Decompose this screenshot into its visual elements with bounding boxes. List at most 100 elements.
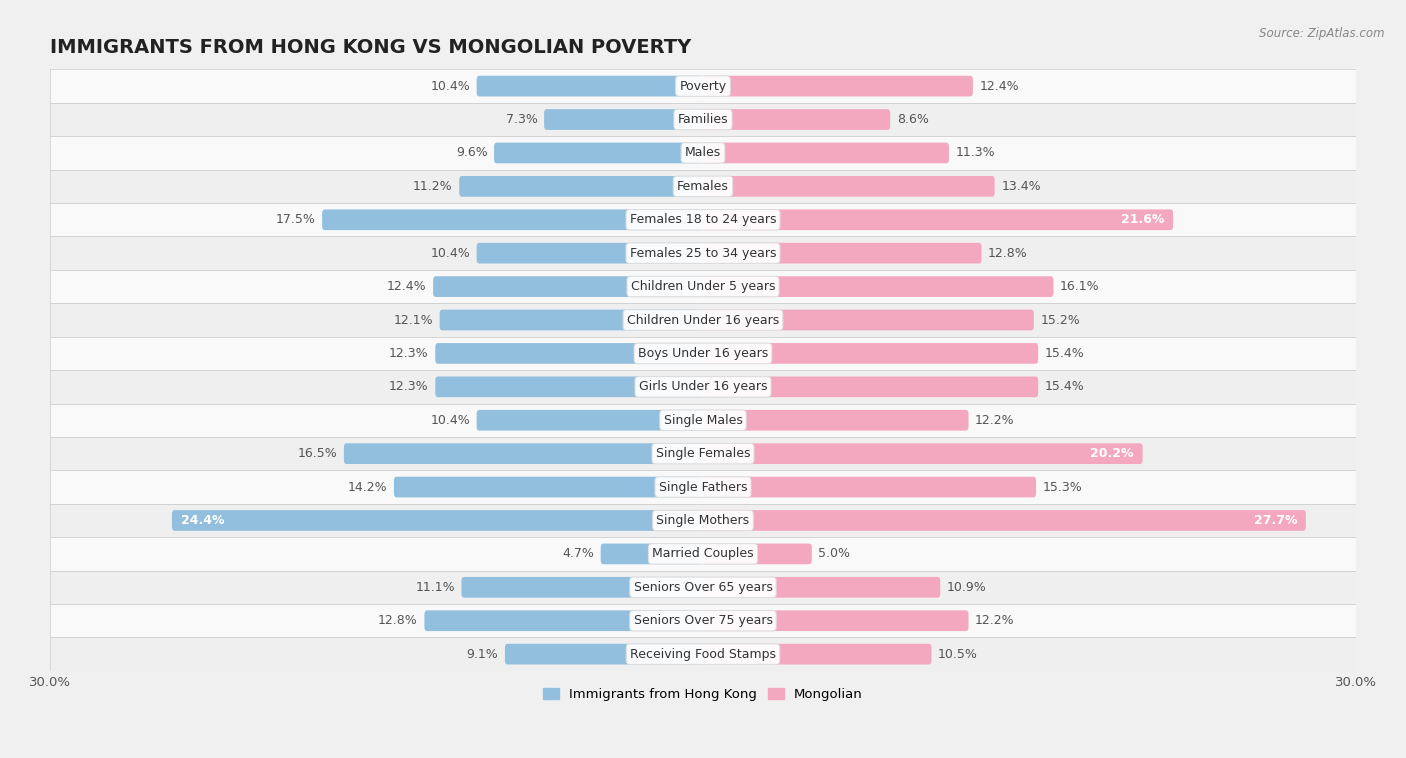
Text: Males: Males	[685, 146, 721, 159]
Text: Single Mothers: Single Mothers	[657, 514, 749, 527]
Text: 16.5%: 16.5%	[298, 447, 337, 460]
Text: Females 25 to 34 years: Females 25 to 34 years	[630, 246, 776, 260]
Text: 12.8%: 12.8%	[988, 246, 1028, 260]
Text: 15.2%: 15.2%	[1040, 314, 1080, 327]
Text: 11.1%: 11.1%	[415, 581, 456, 594]
Text: 15.4%: 15.4%	[1045, 347, 1084, 360]
Text: 16.1%: 16.1%	[1060, 280, 1099, 293]
Text: 9.1%: 9.1%	[467, 647, 498, 661]
Text: Girls Under 16 years: Girls Under 16 years	[638, 381, 768, 393]
FancyBboxPatch shape	[436, 343, 703, 364]
Text: 12.3%: 12.3%	[389, 381, 429, 393]
Text: 4.7%: 4.7%	[562, 547, 595, 560]
FancyBboxPatch shape	[544, 109, 703, 130]
Text: 12.2%: 12.2%	[974, 614, 1015, 627]
Text: Children Under 5 years: Children Under 5 years	[631, 280, 775, 293]
FancyBboxPatch shape	[703, 109, 890, 130]
FancyBboxPatch shape	[477, 76, 703, 96]
FancyBboxPatch shape	[703, 577, 941, 597]
FancyBboxPatch shape	[461, 577, 703, 597]
Text: 11.3%: 11.3%	[956, 146, 995, 159]
FancyBboxPatch shape	[703, 410, 969, 431]
Text: 15.3%: 15.3%	[1042, 481, 1083, 493]
Text: Boys Under 16 years: Boys Under 16 years	[638, 347, 768, 360]
FancyBboxPatch shape	[477, 410, 703, 431]
Bar	[51, 103, 1355, 136]
FancyBboxPatch shape	[703, 343, 1038, 364]
FancyBboxPatch shape	[394, 477, 703, 497]
Text: 12.1%: 12.1%	[394, 314, 433, 327]
Text: 8.6%: 8.6%	[897, 113, 928, 126]
FancyBboxPatch shape	[703, 377, 1038, 397]
Bar	[51, 70, 1355, 103]
Text: 12.8%: 12.8%	[378, 614, 418, 627]
FancyBboxPatch shape	[703, 310, 1033, 330]
Text: Children Under 16 years: Children Under 16 years	[627, 314, 779, 327]
FancyBboxPatch shape	[344, 443, 703, 464]
Text: 7.3%: 7.3%	[506, 113, 537, 126]
FancyBboxPatch shape	[494, 143, 703, 163]
Bar	[51, 236, 1355, 270]
Legend: Immigrants from Hong Kong, Mongolian: Immigrants from Hong Kong, Mongolian	[537, 683, 869, 706]
Text: 10.9%: 10.9%	[946, 581, 987, 594]
FancyBboxPatch shape	[505, 644, 703, 665]
Text: 12.2%: 12.2%	[974, 414, 1015, 427]
Bar	[51, 203, 1355, 236]
FancyBboxPatch shape	[703, 243, 981, 264]
Bar	[51, 370, 1355, 403]
Text: Females 18 to 24 years: Females 18 to 24 years	[630, 213, 776, 227]
FancyBboxPatch shape	[703, 543, 811, 564]
FancyBboxPatch shape	[436, 377, 703, 397]
Text: 12.3%: 12.3%	[389, 347, 429, 360]
Text: Families: Families	[678, 113, 728, 126]
Text: 10.4%: 10.4%	[430, 414, 470, 427]
Bar	[51, 403, 1355, 437]
Text: 11.2%: 11.2%	[413, 180, 453, 193]
FancyBboxPatch shape	[477, 243, 703, 264]
Text: 10.5%: 10.5%	[938, 647, 979, 661]
FancyBboxPatch shape	[703, 76, 973, 96]
Text: 24.4%: 24.4%	[180, 514, 224, 527]
Text: 21.6%: 21.6%	[1121, 213, 1164, 227]
Text: 20.2%: 20.2%	[1091, 447, 1135, 460]
Text: Poverty: Poverty	[679, 80, 727, 92]
Text: Single Fathers: Single Fathers	[659, 481, 747, 493]
Text: Females: Females	[678, 180, 728, 193]
Bar	[51, 170, 1355, 203]
Bar	[51, 504, 1355, 537]
FancyBboxPatch shape	[433, 276, 703, 297]
FancyBboxPatch shape	[703, 443, 1143, 464]
Bar	[51, 136, 1355, 170]
FancyBboxPatch shape	[703, 477, 1036, 497]
Text: 13.4%: 13.4%	[1001, 180, 1040, 193]
Bar	[51, 337, 1355, 370]
Text: 10.4%: 10.4%	[430, 80, 470, 92]
FancyBboxPatch shape	[703, 143, 949, 163]
Text: IMMIGRANTS FROM HONG KONG VS MONGOLIAN POVERTY: IMMIGRANTS FROM HONG KONG VS MONGOLIAN P…	[51, 38, 692, 57]
FancyBboxPatch shape	[460, 176, 703, 197]
FancyBboxPatch shape	[703, 176, 994, 197]
Bar	[51, 537, 1355, 571]
Text: 10.4%: 10.4%	[430, 246, 470, 260]
Text: Seniors Over 75 years: Seniors Over 75 years	[634, 614, 772, 627]
FancyBboxPatch shape	[703, 510, 1306, 531]
FancyBboxPatch shape	[600, 543, 703, 564]
Text: Receiving Food Stamps: Receiving Food Stamps	[630, 647, 776, 661]
FancyBboxPatch shape	[425, 610, 703, 631]
Text: Seniors Over 65 years: Seniors Over 65 years	[634, 581, 772, 594]
Bar	[51, 604, 1355, 637]
Bar	[51, 270, 1355, 303]
Bar	[51, 637, 1355, 671]
FancyBboxPatch shape	[440, 310, 703, 330]
Text: Single Females: Single Females	[655, 447, 751, 460]
Text: 17.5%: 17.5%	[276, 213, 315, 227]
Text: 12.4%: 12.4%	[387, 280, 426, 293]
FancyBboxPatch shape	[172, 510, 703, 531]
Text: 14.2%: 14.2%	[347, 481, 388, 493]
Text: 15.4%: 15.4%	[1045, 381, 1084, 393]
Text: 12.4%: 12.4%	[980, 80, 1019, 92]
FancyBboxPatch shape	[703, 610, 969, 631]
FancyBboxPatch shape	[703, 209, 1173, 230]
Text: 9.6%: 9.6%	[456, 146, 488, 159]
FancyBboxPatch shape	[703, 644, 932, 665]
